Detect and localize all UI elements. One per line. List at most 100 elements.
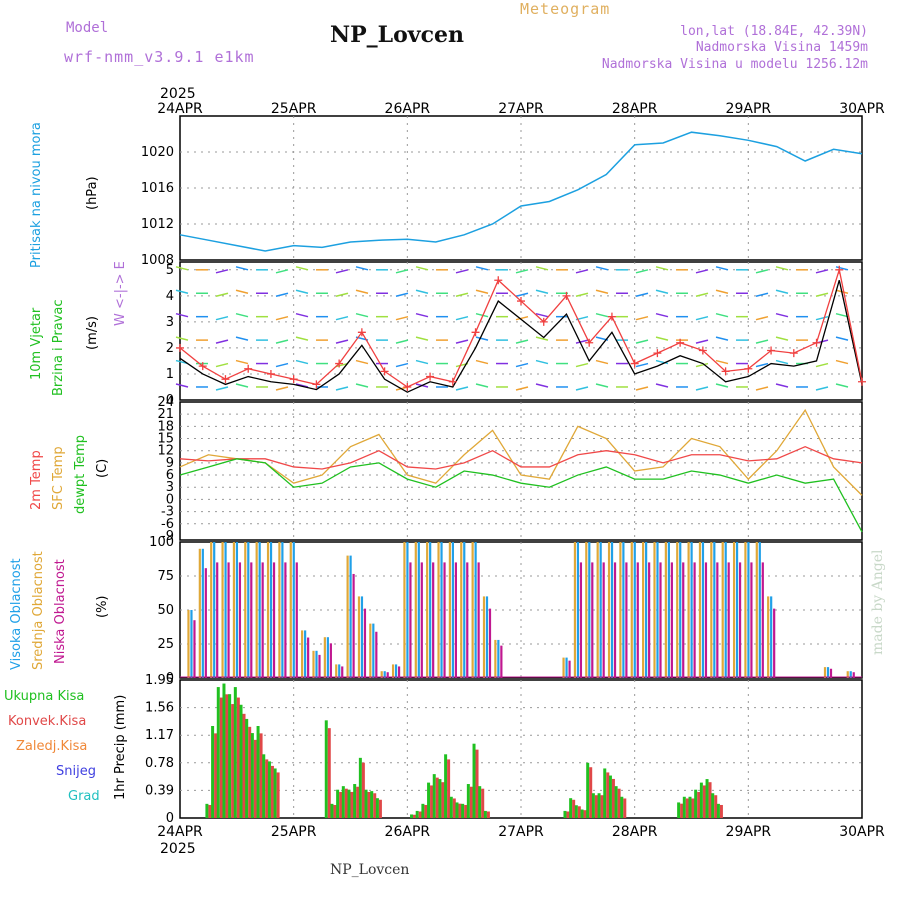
cloud-bar (755, 542, 758, 678)
wind-gust-marker (653, 349, 662, 358)
wind-arrow (475, 383, 489, 388)
precip-conv-bar (702, 785, 706, 818)
wind-gust-marker (244, 364, 253, 373)
cloud-bar (701, 542, 705, 678)
precip-total-bar (694, 789, 698, 818)
wind-gust-marker (289, 375, 298, 384)
wind-gust-marker (471, 328, 480, 337)
wind-arrow (415, 266, 429, 271)
wind-arrow (215, 386, 229, 391)
precip-conv-bar (685, 798, 689, 818)
precip-total-bar (216, 687, 220, 818)
ytick-clouds-2: 50 (157, 603, 174, 618)
cloud-bar (494, 639, 497, 678)
wind-arrow (635, 386, 649, 391)
wind-arrow (815, 315, 829, 321)
wind-arrow (215, 362, 229, 368)
precip-total-bar (245, 718, 249, 818)
cloud-bar (278, 542, 281, 678)
wind-arrow (295, 336, 309, 341)
ytick-temperature-6: 9 (166, 456, 174, 471)
wind-arrow (815, 292, 829, 297)
precip-total-bar (677, 802, 681, 818)
cloud-bar (633, 542, 636, 678)
wind-arrow (775, 289, 789, 294)
wind-arrow (755, 269, 769, 274)
ytick-wind-3: 3 (166, 315, 174, 330)
precip-total-bar (239, 704, 243, 818)
wind-gust-marker (312, 380, 321, 389)
cloud-bar (216, 562, 219, 678)
wind-arrow (415, 336, 429, 341)
precip-total-bar (370, 791, 374, 818)
cloud-bar (823, 667, 827, 678)
precip-conv-bar (236, 697, 240, 818)
precip-conv-bar (350, 791, 354, 818)
wind-arrow (295, 383, 309, 388)
cloud-bar (193, 620, 196, 678)
cloud-bar (497, 639, 500, 678)
wind-arrow (475, 336, 489, 341)
wind-gust-marker (812, 338, 821, 347)
cloud-bar (369, 623, 372, 678)
wind-arrow (175, 312, 189, 318)
precip-total-bar (569, 798, 573, 818)
wind-arrow (455, 315, 469, 321)
cloud-bar (676, 542, 679, 678)
precip-total-bar (586, 762, 590, 818)
wind-gust-marker (676, 338, 685, 347)
cloud-bar (281, 542, 284, 678)
cloud-bar (645, 542, 648, 678)
cloud-bar (269, 542, 273, 678)
precip-total-bar (336, 789, 340, 818)
wind-gust-marker (630, 359, 639, 368)
cloud-bar (429, 542, 432, 678)
wind-arrow (215, 339, 229, 344)
wind-arrow (815, 362, 829, 368)
wind-arrow (395, 315, 409, 321)
xtick-top-1: 25APR (271, 101, 317, 117)
cloud-bar (357, 596, 361, 678)
xtick-bottom-6: 30APR (839, 824, 885, 840)
cloud-bar (849, 671, 852, 678)
precip-conv-bar (367, 791, 371, 818)
wind-arrow (275, 362, 289, 368)
cloud-bar (698, 542, 702, 678)
cloud-bar (585, 542, 588, 678)
wind-arrow (415, 312, 429, 318)
cloud-bar (482, 596, 486, 678)
cloud-bar (602, 562, 605, 678)
cloud-bar (304, 630, 307, 678)
cloud-bar (579, 562, 583, 678)
precip-conv-bar (594, 795, 598, 818)
precip-total-bar (682, 796, 686, 818)
cloud-bar (255, 542, 258, 678)
wind-label-2: Brzina i Pravac (51, 299, 66, 396)
cloud-bar (437, 542, 440, 678)
cloud-bar (284, 562, 287, 678)
precip-total-bar (580, 809, 584, 818)
cloud-bar (301, 630, 304, 678)
cloud-mid-label: Srednja Oblacnost (31, 551, 46, 670)
precip-conv-bar (225, 694, 229, 818)
wind-gust-marker (744, 364, 753, 373)
wind-gust-marker (266, 369, 275, 378)
wind-arrow (335, 292, 349, 297)
precip-conv-bar (577, 806, 581, 818)
cloud-bar (312, 650, 315, 678)
panel-frame-precip (179, 679, 863, 819)
precip-conv-bar (452, 798, 456, 818)
precip-conv-bar (583, 810, 587, 818)
ytick-precip-5: 1.95 (145, 673, 174, 688)
wind-arrow (275, 269, 289, 274)
wind-arrow (275, 315, 289, 321)
precip-total-bar (256, 726, 260, 818)
wind-gust-marker (176, 343, 184, 352)
wind-arrow (775, 266, 789, 271)
precip-conv-bar (378, 799, 382, 818)
wind-arrow (635, 292, 649, 297)
wind-arrow (835, 312, 849, 318)
cloud-bar (648, 562, 651, 678)
cloud-bar (204, 568, 207, 678)
wind-arrow (295, 289, 309, 294)
